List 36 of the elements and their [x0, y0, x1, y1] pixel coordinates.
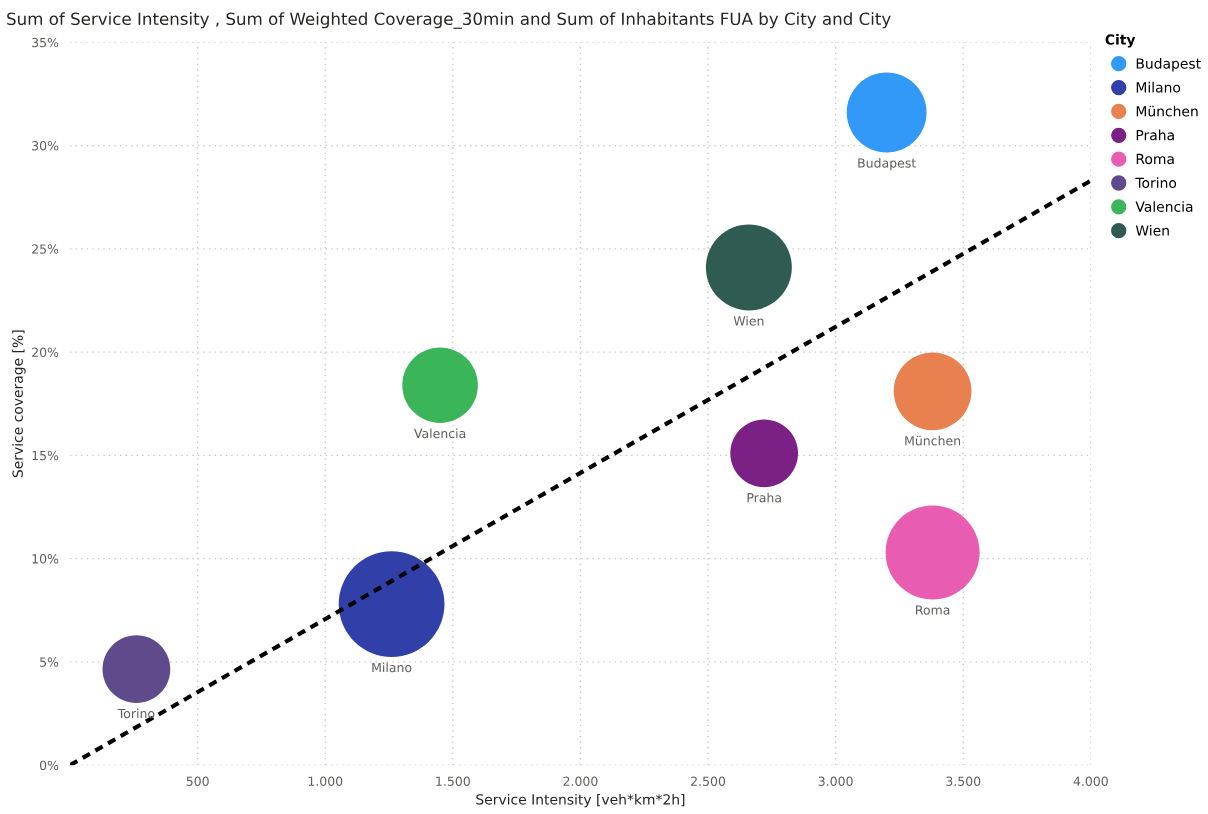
- y-tick-label: 5%: [40, 657, 59, 667]
- x-tick-label: 3.500: [946, 776, 981, 786]
- text: Milano: [372, 662, 412, 673]
- x-tick-label: 2.000: [563, 776, 598, 786]
- x-tick-label: 500: [186, 776, 209, 786]
- x-tick-label: 1.000: [308, 776, 343, 786]
- legend-label: Valencia: [1135, 201, 1193, 212]
- text: Roma: [916, 605, 950, 615]
- text: Budapest: [858, 158, 916, 171]
- text: Torino: [117, 708, 155, 719]
- legend-label: Roma: [1136, 153, 1174, 165]
- y-tick-label: 10%: [32, 554, 59, 564]
- y-tick-label: 20%: [32, 347, 59, 358]
- text: Praha: [747, 492, 781, 503]
- text: Wien: [733, 315, 764, 326]
- legend-label: Praha: [1136, 129, 1174, 141]
- y-tick-label: 35%: [32, 37, 59, 48]
- y-tick-label: 30%: [32, 141, 59, 151]
- x-tick-label: 4.000: [1073, 776, 1108, 786]
- legend-label: Budapest: [1136, 58, 1201, 72]
- legend-label: Wien: [1135, 225, 1169, 236]
- x-axis-title: Service Intensity [veh*km*2h]: [476, 793, 685, 808]
- legend-label: Milano: [1136, 81, 1181, 93]
- text: München: [905, 435, 961, 446]
- text: Valencia: [414, 428, 466, 439]
- legend-label: Torino: [1135, 177, 1177, 189]
- y-tick-label: 0%: [39, 760, 59, 771]
- x-tick-label: 1.500: [436, 776, 470, 786]
- chart-title: Sum of Service Intensity , Sum of Weighted Coverage_30min and Sum of Inhabitants FUA by City and City: [7, 12, 891, 29]
- x-tick-label: 2.500: [691, 776, 726, 786]
- x-tick-label: 3.000: [818, 776, 853, 786]
- y-tick-label: 15%: [32, 450, 59, 461]
- legend-title: City: [1105, 34, 1136, 48]
- legend-label: München: [1136, 105, 1198, 117]
- y-tick-label: 25%: [32, 244, 59, 254]
- y-axis-title: Service coverage [%]: [12, 330, 26, 478]
